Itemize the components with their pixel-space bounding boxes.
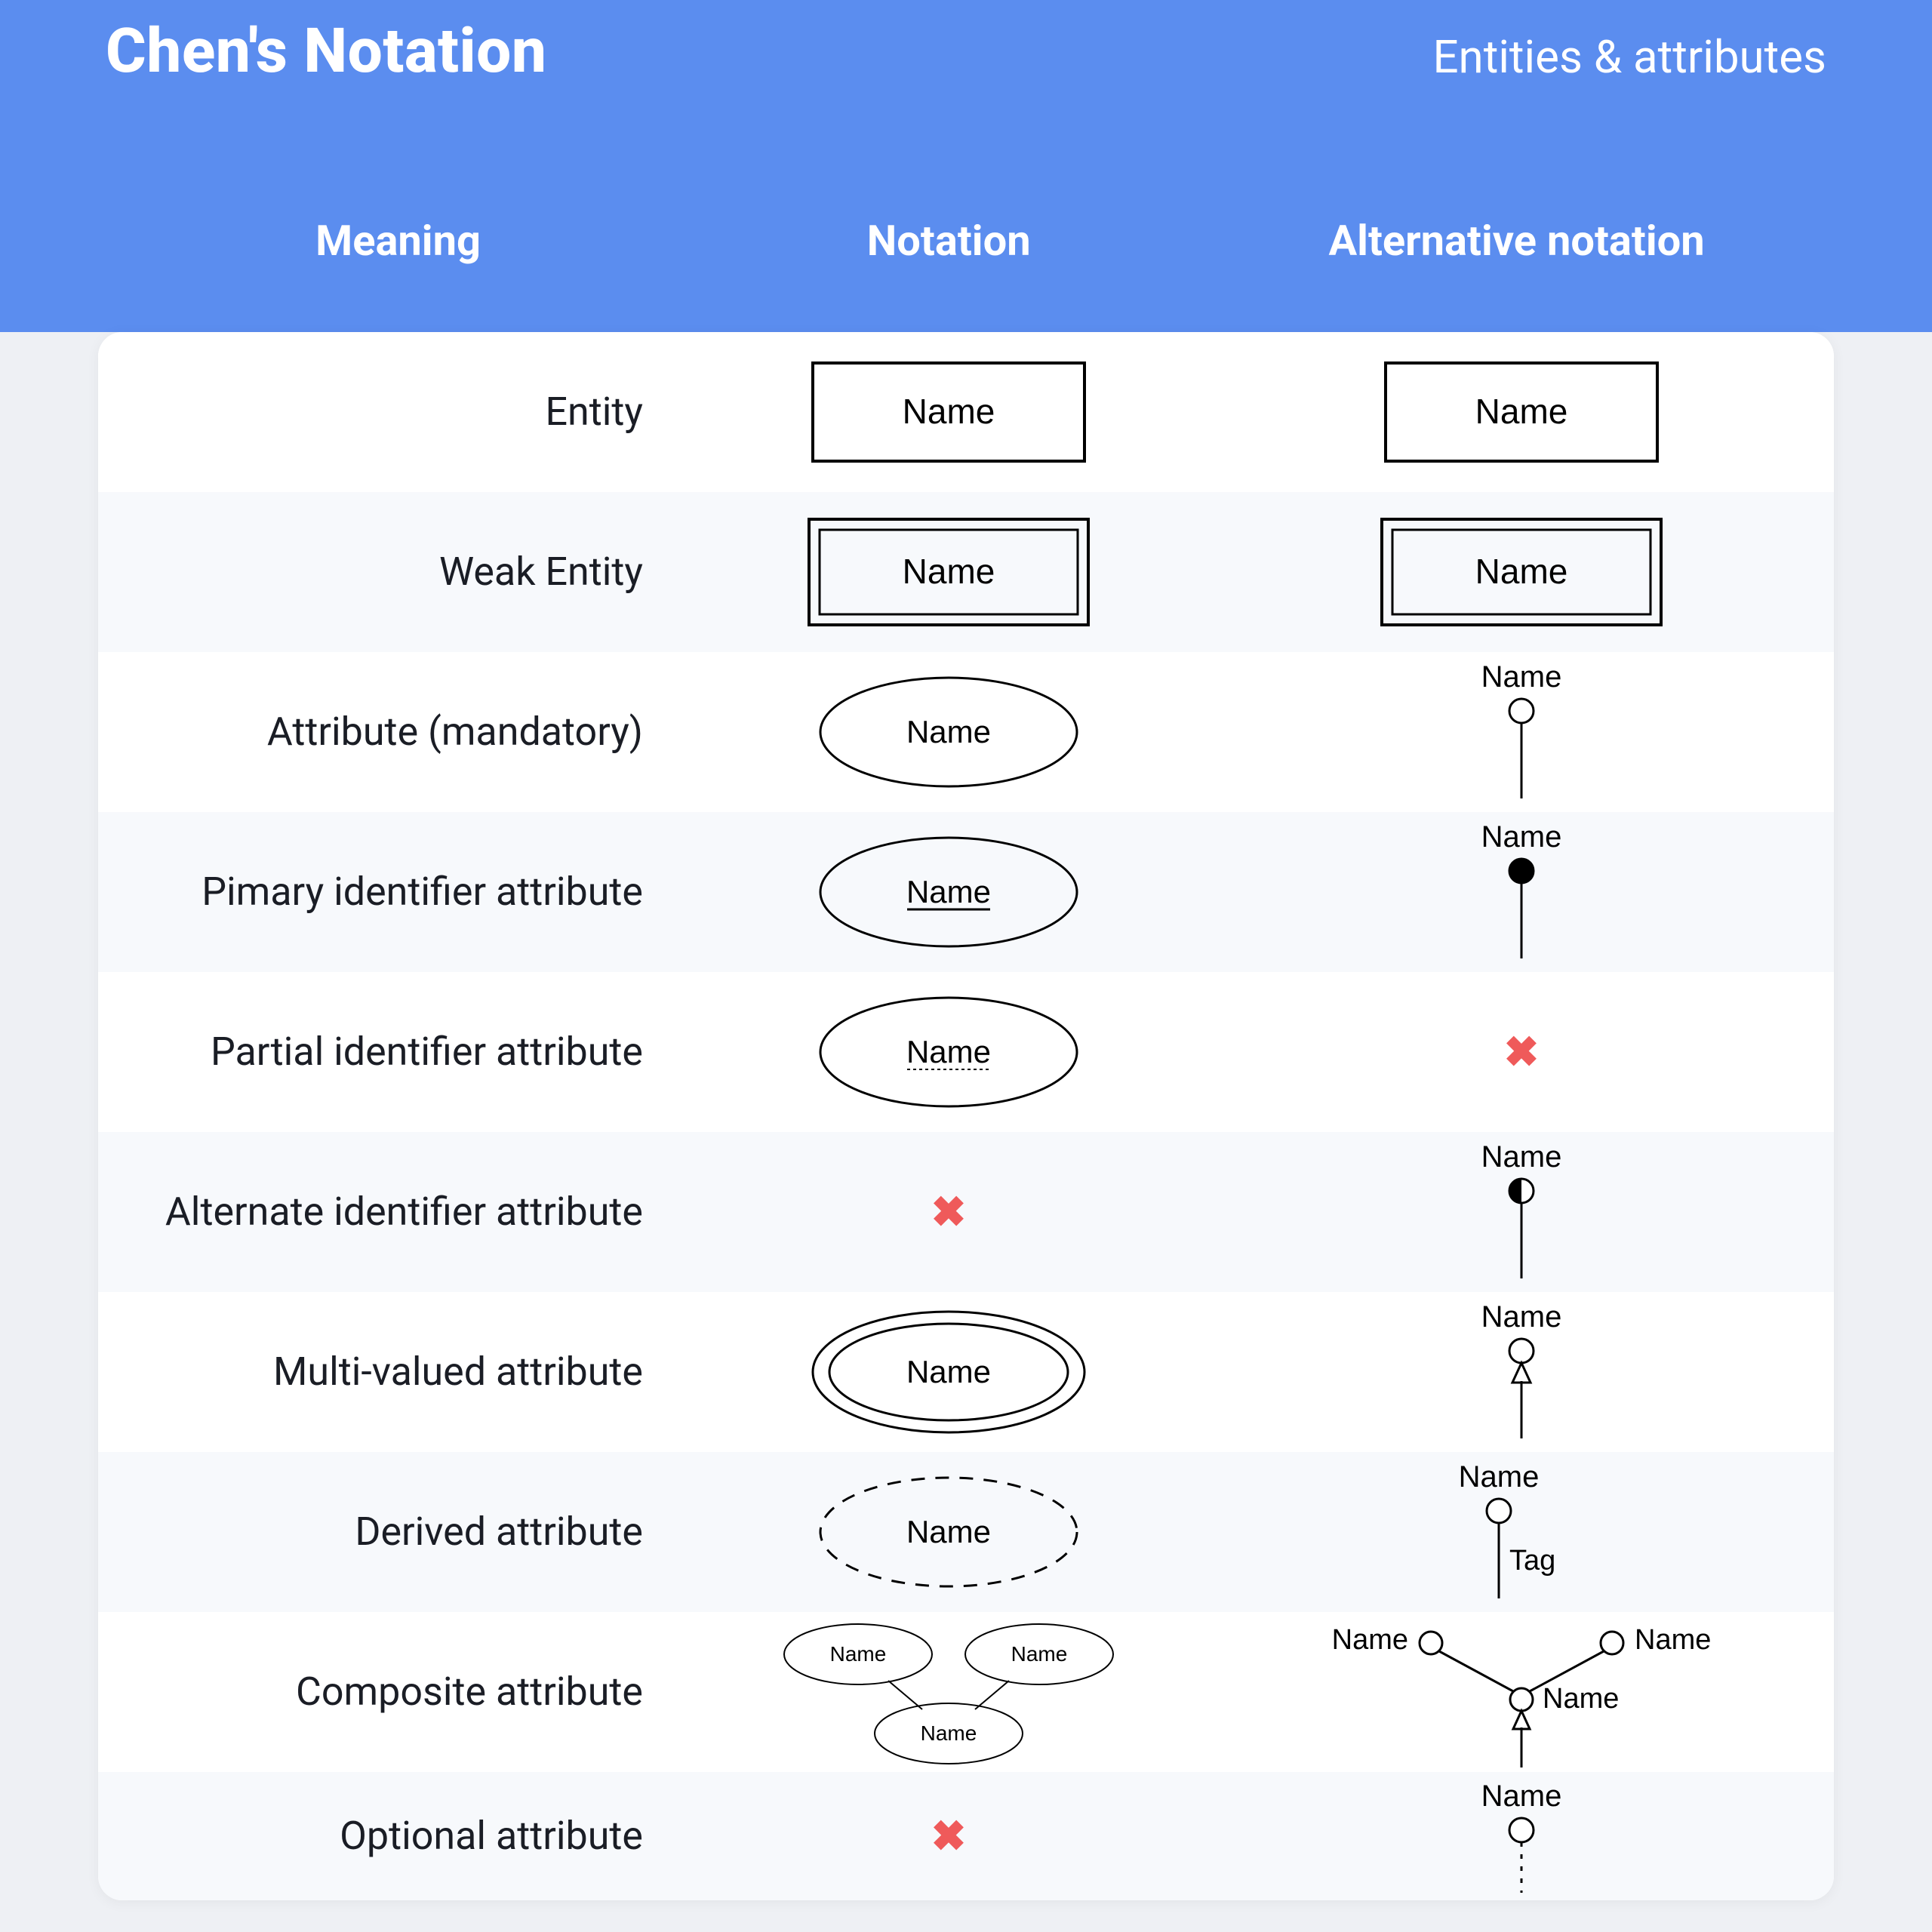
alternative-cell: Name Tag (1209, 1457, 1834, 1607)
svg-text:Name: Name (903, 392, 995, 431)
attribute-ellipse-icon: Name (798, 668, 1100, 796)
pin-open-icon: Name (1446, 657, 1597, 808)
table-row: Multi-valued attribute Name Name (98, 1292, 1834, 1452)
pin-filled-icon: Name (1446, 817, 1597, 968)
table-row: Attribute (mandatory) Name Name (98, 652, 1834, 812)
svg-text:Name: Name (903, 552, 995, 591)
x-icon: ✖ (931, 1811, 967, 1861)
alternative-cell: Name (1209, 817, 1834, 968)
table-row: Derived attribute Name Name Tag (98, 1452, 1834, 1612)
meaning-label: Derived attribute (98, 1506, 688, 1558)
meaning-label: Attribute (mandatory) (98, 706, 688, 758)
entity-rect-icon: Name (798, 352, 1100, 472)
svg-text:Name: Name (1481, 1780, 1562, 1813)
partial-id-ellipse-icon: Name (798, 988, 1100, 1116)
alternative-cell: Name (1209, 352, 1834, 472)
alternative-cell: Name (1209, 508, 1834, 636)
column-headers: Meaning Notation Alternative notation (106, 216, 1826, 288)
table-row: Partial identifier attribute Name ✖ (98, 972, 1834, 1132)
notation-cell: Name (688, 828, 1209, 956)
svg-text:Name: Name (1475, 392, 1568, 431)
alternative-cell: Name (1209, 1297, 1834, 1447)
pin-half-icon: Name (1446, 1137, 1597, 1287)
pin-tag-icon: Name Tag (1423, 1457, 1620, 1607)
meaning-label: Optional attribute (98, 1810, 688, 1862)
notation-cell: Name (688, 988, 1209, 1116)
meaning-label: Entity (98, 386, 688, 438)
table-row: Composite attribute Name Name Name Name … (98, 1612, 1834, 1772)
notation-cell: ✖ (688, 1811, 1209, 1861)
notation-cell: Name (688, 352, 1209, 472)
x-icon: ✖ (1504, 1027, 1540, 1077)
table-row: Alternate identifier attribute ✖ Name (98, 1132, 1834, 1292)
derived-ellipse-icon: Name (798, 1468, 1100, 1596)
svg-text:Name: Name (830, 1642, 887, 1666)
svg-text:Name: Name (1481, 1300, 1562, 1334)
alternative-cell: Name (1209, 1137, 1834, 1287)
svg-text:Name: Name (1332, 1624, 1408, 1656)
col-header-alternative: Alternative notation (1207, 216, 1826, 266)
meaning-label: Pimary identifier attribute (98, 866, 688, 918)
svg-text:Name: Name (906, 1514, 991, 1549)
meaning-label: Composite attribute (98, 1666, 688, 1718)
table-row: Pimary identifier attribute Name Name (98, 812, 1834, 972)
svg-text:Name: Name (1481, 820, 1562, 854)
notation-cell: Name Name Name (688, 1613, 1209, 1771)
page-subtitle: Entities & attributes (1432, 30, 1826, 84)
notation-cell: ✖ (688, 1187, 1209, 1237)
svg-text:Name: Name (1481, 1140, 1562, 1174)
pin-composite-icon: Name Name Name (1325, 1613, 1718, 1771)
table-row: Entity Name Name (98, 332, 1834, 492)
composite-ellipses-icon: Name Name Name (760, 1613, 1137, 1771)
weak-entity-icon: Name (798, 508, 1100, 636)
multivalued-ellipse-icon: Name (790, 1304, 1107, 1440)
pin-dashed-icon: Name (1446, 1776, 1597, 1897)
meaning-label: Multi-valued attribute (98, 1346, 688, 1398)
alternative-cell: Name (1209, 1776, 1834, 1897)
header: Chen's Notation Entities & attributes Me… (0, 0, 1932, 332)
notation-cell: Name (688, 1468, 1209, 1596)
alternative-cell: ✖ (1209, 1027, 1834, 1077)
meaning-label: Partial identifier attribute (98, 1026, 688, 1078)
notation-cell: Name (688, 1304, 1209, 1440)
notation-cell: Name (688, 508, 1209, 636)
svg-text:Name: Name (906, 874, 991, 909)
svg-text:Name: Name (1475, 552, 1568, 591)
notation-table: Entity Name Name Weak Entity Name (98, 332, 1834, 1900)
svg-text:Name: Name (1459, 1460, 1540, 1494)
svg-text:Name: Name (906, 1034, 991, 1069)
svg-text:Name: Name (1481, 660, 1562, 694)
alternative-cell: Name (1209, 657, 1834, 808)
meaning-label: Weak Entity (98, 546, 688, 598)
svg-text:Tag: Tag (1509, 1545, 1555, 1577)
x-icon: ✖ (931, 1187, 967, 1237)
svg-text:Name: Name (906, 1354, 991, 1389)
pin-arrow-icon: Name (1446, 1297, 1597, 1447)
col-header-meaning: Meaning (106, 216, 691, 266)
svg-text:Name: Name (1543, 1683, 1619, 1715)
meaning-label: Alternate identifier attribute (98, 1186, 688, 1238)
alternative-cell: Name Name Name (1209, 1613, 1834, 1771)
table-row: Weak Entity Name Name (98, 492, 1834, 652)
svg-text:Name: Name (906, 714, 991, 749)
primary-id-ellipse-icon: Name (798, 828, 1100, 956)
weak-entity-icon: Name (1371, 508, 1672, 636)
table-row: Optional attribute ✖ Name (98, 1772, 1834, 1900)
svg-text:Name: Name (1011, 1642, 1068, 1666)
svg-text:Name: Name (1635, 1624, 1711, 1656)
notation-cell: Name (688, 668, 1209, 796)
col-header-notation: Notation (691, 216, 1207, 266)
svg-text:Name: Name (921, 1721, 977, 1745)
entity-rect-icon: Name (1371, 352, 1672, 472)
